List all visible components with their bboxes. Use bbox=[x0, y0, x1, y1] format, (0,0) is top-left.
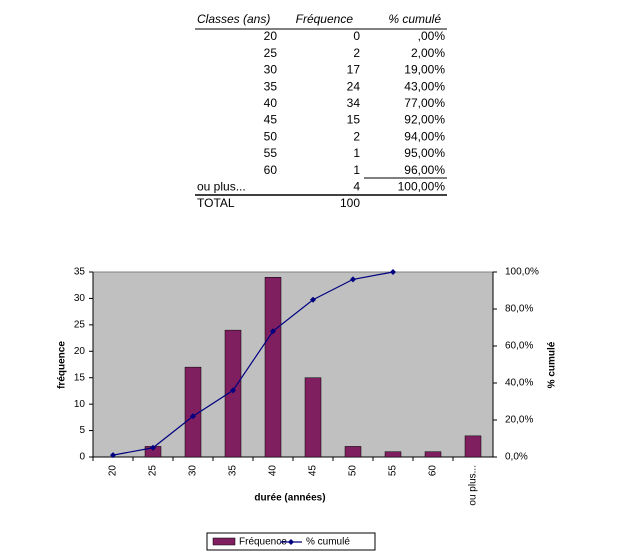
table-cell: 95,00% bbox=[404, 146, 445, 160]
bar bbox=[344, 446, 362, 458]
table-cell: 50 bbox=[264, 129, 278, 143]
table-cell: TOTAL bbox=[197, 196, 235, 210]
bar bbox=[224, 329, 242, 458]
x-tick-label: 60 bbox=[428, 465, 439, 477]
column-header: Fréquence bbox=[296, 12, 354, 26]
table-cell: 4 bbox=[353, 179, 360, 193]
y-tick-label: 30 bbox=[74, 293, 86, 304]
bar bbox=[184, 366, 202, 458]
x-tick-label: 20 bbox=[108, 465, 119, 477]
marker bbox=[150, 444, 156, 451]
x-tick-label: 50 bbox=[348, 465, 359, 477]
marker bbox=[270, 328, 276, 335]
bar bbox=[424, 451, 442, 458]
x-tick-label: 25 bbox=[148, 465, 159, 477]
legend-swatch bbox=[212, 537, 236, 546]
table-cell: ,00% bbox=[418, 29, 446, 43]
y2-tick-label: 80,0% bbox=[505, 304, 533, 315]
table-cell: 25 bbox=[264, 46, 278, 60]
line bbox=[112, 271, 394, 456]
marker bbox=[350, 276, 356, 283]
y-tick-label: 20 bbox=[74, 346, 86, 357]
x-tick-label: 35 bbox=[228, 465, 239, 477]
table-cell: 40 bbox=[264, 96, 278, 110]
table-cell: 100,00% bbox=[398, 179, 446, 193]
table-cell: 2 bbox=[353, 129, 360, 143]
x-tick-label: 40 bbox=[268, 465, 279, 477]
table-cell: 96,00% bbox=[404, 163, 445, 177]
table-cell: 77,00% bbox=[404, 96, 445, 110]
table-cell: 20 bbox=[264, 29, 278, 43]
legend-swatch bbox=[288, 539, 294, 545]
table-cell: 43,00% bbox=[404, 79, 445, 93]
y2-tick-label: 60,0% bbox=[505, 341, 533, 352]
table-cell: 2 bbox=[353, 46, 360, 60]
column-header: Classes (ans) bbox=[197, 12, 270, 26]
table-cell: 55 bbox=[264, 146, 278, 160]
y2-tick-label: 40,0% bbox=[505, 378, 533, 389]
marker bbox=[390, 269, 396, 275]
y-tick-label: 10 bbox=[74, 399, 86, 410]
x-tick-label: 30 bbox=[188, 465, 199, 477]
bar bbox=[384, 451, 402, 458]
table-cell: 19,00% bbox=[404, 63, 445, 77]
table-cell: 24 bbox=[347, 79, 361, 93]
bar bbox=[264, 277, 282, 458]
table-cell: 30 bbox=[264, 63, 278, 77]
table-cell: 1 bbox=[353, 146, 360, 160]
x-tick-label: 45 bbox=[308, 465, 319, 477]
table-cell: 15 bbox=[347, 113, 361, 127]
table-cell: 45 bbox=[264, 113, 278, 127]
marker bbox=[310, 296, 316, 303]
table-cell: 100 bbox=[340, 196, 360, 210]
plot-area bbox=[92, 271, 494, 458]
bar bbox=[464, 435, 482, 458]
y-tick-label: 25 bbox=[74, 319, 86, 330]
table-cell: ou plus... bbox=[197, 179, 246, 193]
marker bbox=[230, 387, 236, 394]
y-tick-label: 15 bbox=[74, 372, 86, 383]
table-cell: 17 bbox=[347, 63, 361, 77]
table-cell: 92,00% bbox=[404, 113, 445, 127]
table-cell: 60 bbox=[264, 163, 278, 177]
marker bbox=[190, 413, 196, 420]
table-cell: 34 bbox=[347, 96, 361, 110]
x-axis-title: durée (années) bbox=[254, 493, 325, 504]
y2-axis-title: % cumulé bbox=[547, 341, 558, 388]
table-cell: 2,00% bbox=[411, 46, 445, 60]
column-header: % cumulé bbox=[388, 12, 441, 26]
x-tick-label: 55 bbox=[388, 465, 399, 477]
legend-label: % cumulé bbox=[306, 537, 350, 548]
table-cell: 0 bbox=[353, 29, 360, 43]
bar bbox=[304, 377, 322, 458]
y2-tick-label: 100,0% bbox=[505, 267, 539, 278]
marker bbox=[110, 452, 116, 459]
y2-tick-label: 0,0% bbox=[505, 452, 528, 463]
legend-label: Fréquence bbox=[239, 537, 287, 548]
y-tick-label: 0 bbox=[79, 452, 85, 463]
y-tick-label: 35 bbox=[74, 267, 86, 278]
table-cell: 1 bbox=[353, 163, 360, 177]
y-axis-title: fréquence bbox=[57, 341, 68, 389]
table-cell: 35 bbox=[264, 79, 278, 93]
table-cell: 94,00% bbox=[404, 129, 445, 143]
y2-tick-label: 20,0% bbox=[505, 415, 533, 426]
y-tick-label: 5 bbox=[79, 425, 85, 436]
x-tick-label: ou plus... bbox=[468, 465, 479, 506]
